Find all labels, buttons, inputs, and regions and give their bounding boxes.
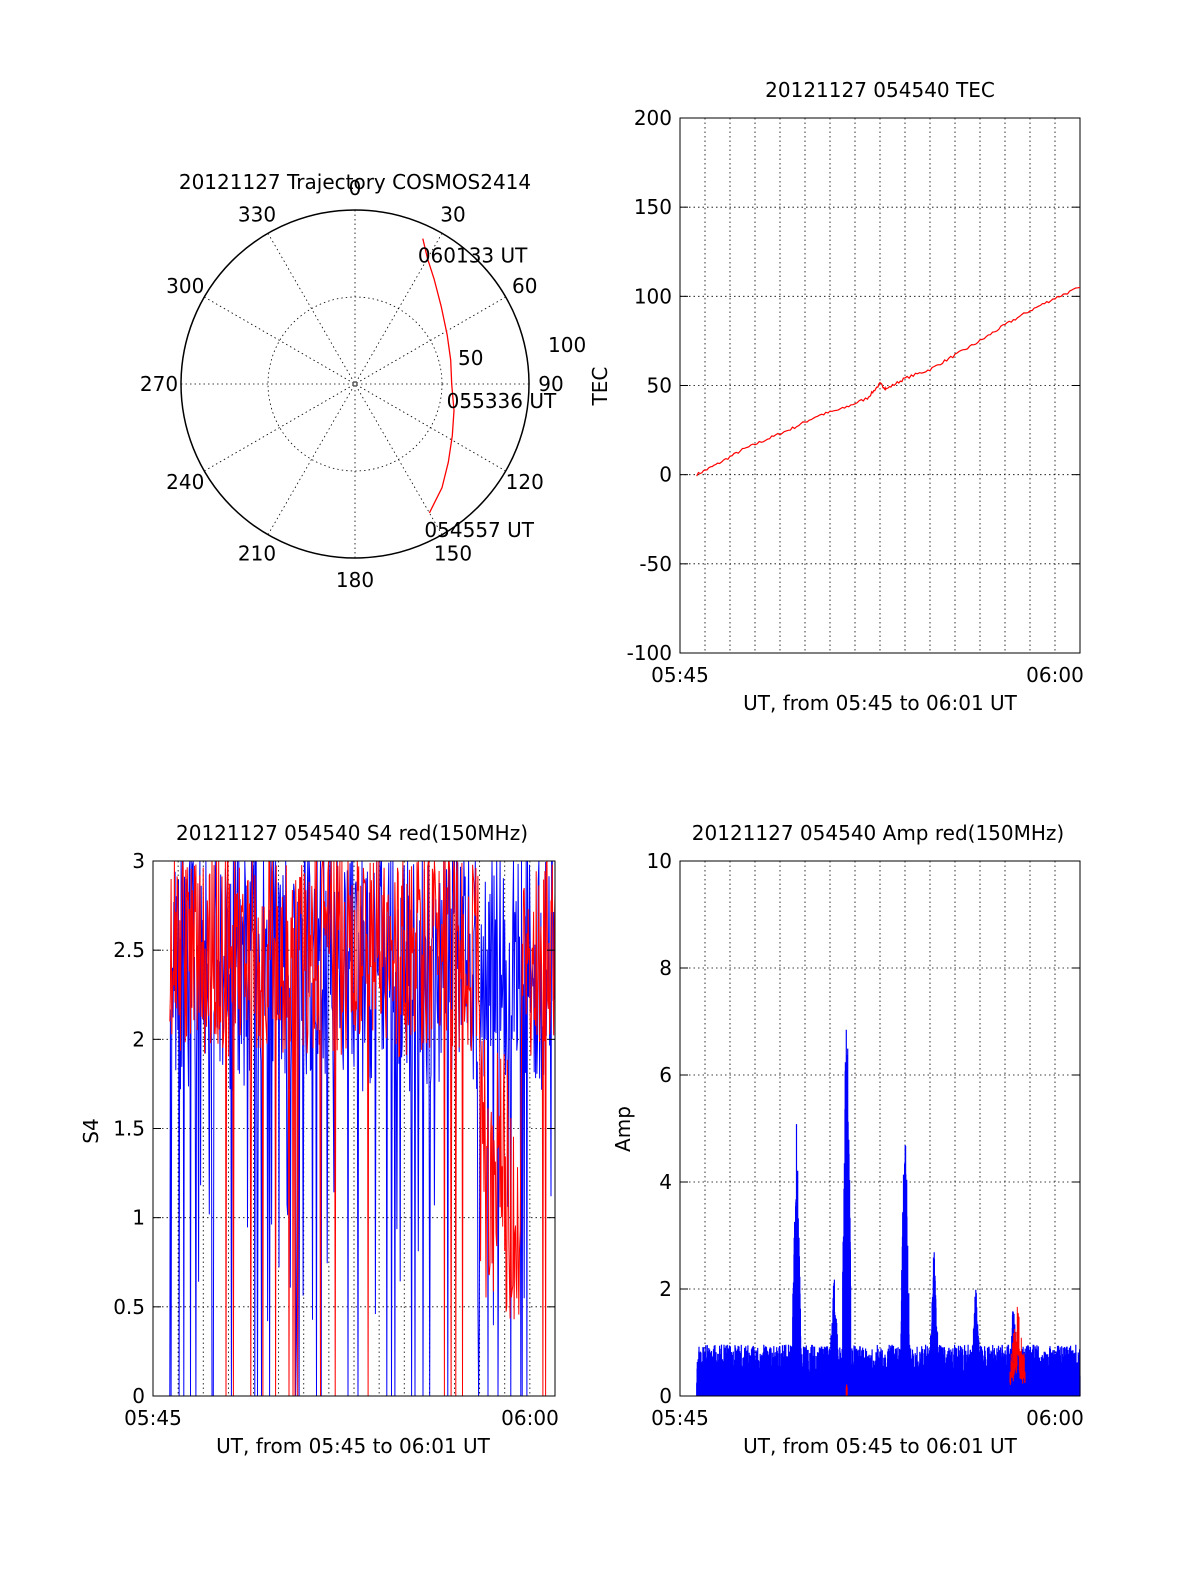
tec-series-line	[696, 286, 1081, 477]
y-tick-label: -100	[627, 641, 672, 665]
s4-red-series	[169, 860, 556, 1397]
y-tick-label: 2	[659, 1277, 672, 1301]
polar-azimuth-label: 180	[336, 568, 374, 592]
trajectory-time-label: 055336 UT	[447, 389, 557, 413]
polar-azimuth-label: 90	[538, 372, 563, 396]
polar-azimuth-label: 60	[512, 274, 537, 298]
y-tick-label: 3	[132, 849, 145, 873]
trajectory-time-label: 054557 UT	[424, 518, 534, 542]
polar-grid	[180, 209, 530, 559]
y-tick-label: -50	[639, 552, 672, 576]
y-tick-label: 100	[634, 284, 672, 308]
s4-x-tick-end: 06:00	[501, 1406, 559, 1430]
amp-grid	[680, 861, 1080, 1396]
y-tick-label: 6	[659, 1063, 672, 1087]
amp-x-tick-start: 05:45	[651, 1406, 709, 1430]
s4-x-axis-label: UT, from 05:45 to 06:01 UT	[216, 1434, 491, 1458]
s4-title: 20121127 054540 S4 red(150MHz)	[176, 821, 528, 845]
amp-series	[696, 1029, 1081, 1396]
s4-y-tick-labels: 0 0.5 1 1.5 2 2.5 3	[113, 849, 555, 1408]
amp-y-tick-labels: 0 2 4 6 8 10	[647, 849, 1080, 1408]
polar-azimuth-label: 270	[140, 372, 178, 396]
trajectory-time-label: 060133 UT	[418, 244, 528, 268]
tec-x-tick-end: 06:00	[1026, 663, 1084, 687]
y-tick-label: 4	[659, 1170, 672, 1194]
polar-azimuth-label: 0	[349, 176, 362, 200]
y-tick-label: 1.5	[113, 1117, 145, 1141]
y-tick-label: 0	[659, 1384, 672, 1408]
amp-plot-frame	[679, 860, 1081, 1397]
polar-azimuth-label: 120	[506, 470, 544, 494]
tec-y-axis-label: TEC	[588, 367, 612, 407]
amp-x-tick-end: 06:00	[1026, 1406, 1084, 1430]
polar-azimuth-labels: 0 30 60 90 120 150 180 210 240 270 300 330	[140, 176, 564, 592]
polar-elevation-label-50: 50	[458, 346, 483, 370]
y-tick-label: 200	[634, 106, 672, 130]
tec-y-tick-labels: -100 -50 0 50 100 150 200	[627, 106, 1080, 665]
y-tick-label: 2.5	[113, 938, 145, 962]
s4-x-tick-start: 05:45	[124, 1406, 182, 1430]
y-tick-label: 1	[132, 1206, 145, 1230]
amp-y-axis-label: Amp	[611, 1106, 635, 1152]
y-tick-label: 0	[659, 463, 672, 487]
amp-panel: 20121127 054540 Amp red(150MHz) 0246810 …	[611, 821, 1084, 1458]
trajectory-annotations: 054557 UT 055336 UT 060133 UT	[418, 244, 557, 542]
s4-y-axis-label: S4	[79, 1118, 103, 1143]
polar-azimuth-label: 300	[166, 274, 204, 298]
polar-elevation-label-100: 100	[548, 333, 586, 357]
y-tick-label: 50	[647, 374, 672, 398]
y-tick-label: 0	[132, 1384, 145, 1408]
tec-x-tick-start: 05:45	[651, 663, 709, 687]
amp-x-axis-label: UT, from 05:45 to 06:01 UT	[743, 1434, 1018, 1458]
amp-title: 20121127 054540 Amp red(150MHz)	[692, 821, 1064, 845]
polar-azimuth-label: 240	[166, 470, 204, 494]
s4-panel: 20121127 054540 S4 red(150MHz) 0 0.5 1 1.5 2…	[79, 821, 559, 1458]
polar-azimuth-label: 210	[238, 542, 276, 566]
tec-x-axis-label: UT, from 05:45 to 06:01 UT	[743, 691, 1018, 715]
amp-blue-series	[696, 1029, 1081, 1396]
polar-title: 20121127 Trajectory COSMOS2414	[179, 170, 531, 194]
y-tick-label: 0.5	[113, 1295, 145, 1319]
tec-title: 20121127 054540 TEC	[765, 78, 995, 102]
polar-panel: 20121127 Trajectory COSMOS2414 0 30 60 90 12…	[140, 170, 586, 592]
amp-red-series	[845, 1306, 1026, 1396]
trajectory-line	[422, 238, 455, 514]
polar-azimuth-label: 330	[238, 202, 276, 226]
polar-azimuth-label: 30	[440, 202, 465, 226]
y-tick-label: 8	[659, 956, 672, 980]
polar-azimuth-label: 150	[434, 542, 472, 566]
tec-panel: 20121127 054540 TEC -100-50050100150200 …	[588, 78, 1084, 715]
y-tick-label: 10	[647, 849, 672, 873]
y-tick-label: 2	[132, 1027, 145, 1051]
tec-grid	[680, 118, 1080, 653]
s4-series	[169, 860, 556, 1397]
y-tick-label: 150	[634, 195, 672, 219]
